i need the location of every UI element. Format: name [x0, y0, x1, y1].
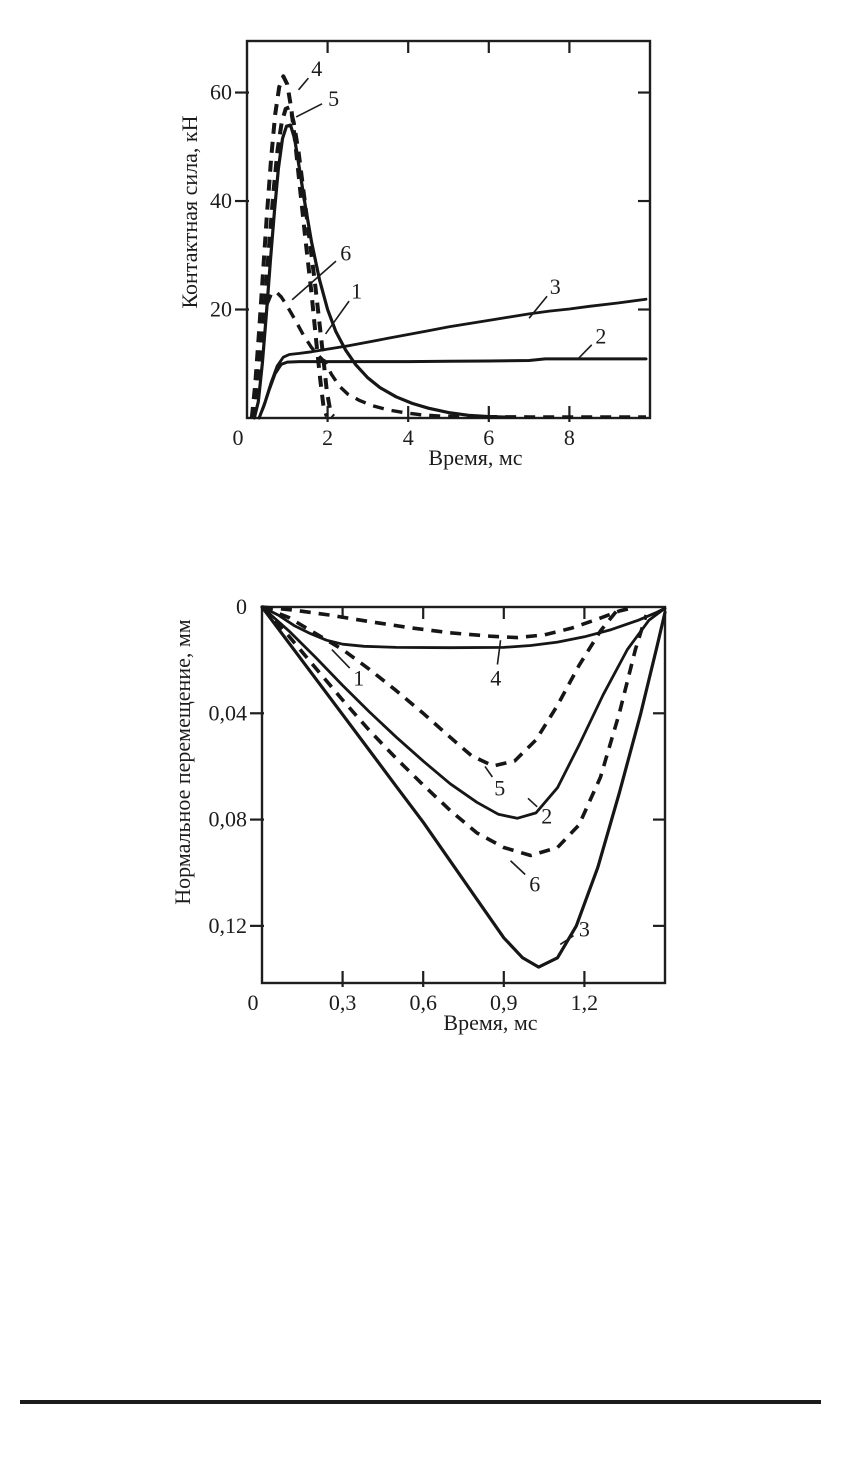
plot-border [245, 39, 652, 420]
curve-label-6: 6 [340, 241, 351, 266]
curve-label-leader [576, 344, 593, 360]
plot-border [260, 605, 667, 985]
x-tick-label: 0 [233, 425, 244, 450]
curve-label-leader [484, 765, 494, 778]
curve-4 [249, 74, 329, 419]
curve-label-4: 4 [311, 56, 322, 81]
x-tick-label: 8 [564, 425, 575, 450]
curve-3 [260, 605, 667, 969]
curve-label-5: 5 [328, 86, 339, 111]
curve-label-leader [324, 300, 350, 335]
curve-label-leader [559, 935, 574, 946]
curve-label-leader [496, 640, 502, 665]
x-axis-title: Время, мс [443, 1010, 537, 1035]
y-tick-label: 60 [210, 80, 232, 105]
page-footer-rule [20, 1400, 821, 1404]
curve-label-leader [291, 260, 337, 301]
curve-label-6: 6 [529, 871, 540, 896]
curve-label-4: 4 [490, 665, 501, 690]
curve-1 [260, 605, 667, 650]
x-tick-label: 0,6 [409, 990, 437, 1015]
curve-label-leader [528, 295, 548, 319]
x-tick-label: 6 [483, 425, 494, 450]
x-tick-label: 0,9 [490, 990, 518, 1015]
curve-label-leader [297, 77, 309, 91]
curve-2 [260, 605, 667, 820]
curve-label-1: 1 [353, 665, 364, 690]
y-tick-label: 0,04 [209, 700, 248, 725]
y-tick-label: 0 [236, 594, 247, 619]
y-axis-title: Нормальное перемещение, мм [170, 619, 195, 905]
curve-5 [251, 105, 335, 419]
x-tick-label: 0 [248, 990, 259, 1015]
displacement-time-chart: 0 0,3 0,6 0,9 1,2 0 0,04 0,08 0,12 Время, мс Норма… [170, 594, 667, 1035]
curve-5 [261, 605, 628, 768]
y-tick-label: 40 [210, 188, 232, 213]
curve-label-5: 5 [494, 776, 505, 801]
curve-label-2: 2 [541, 804, 552, 829]
x-axis-title: Время, мс [428, 445, 522, 470]
curve-label-leader [295, 103, 323, 118]
curve-label-3: 3 [579, 917, 590, 942]
curve-label-3: 3 [550, 274, 561, 299]
curve-label-leader [509, 860, 526, 876]
y-tick-label: 0,12 [209, 913, 248, 938]
curve-3 [257, 297, 648, 420]
curve-6 [260, 605, 648, 858]
curve-label-1: 1 [351, 279, 362, 304]
curve-1 [252, 123, 511, 420]
curve-label-leader [331, 648, 351, 669]
curve-4 [261, 605, 634, 640]
y-tick-label: 20 [210, 297, 232, 322]
y-axis-title: Контактная сила, кН [177, 115, 202, 308]
x-tick-label: 0,3 [329, 990, 357, 1015]
curve-label-2: 2 [595, 324, 606, 349]
curve-6 [250, 289, 646, 419]
curve-label-leader [527, 797, 538, 808]
x-tick-label: 1,2 [571, 990, 599, 1015]
x-tick-label: 4 [403, 425, 414, 450]
x-tick-label: 2 [322, 425, 333, 450]
y-tick-label: 0,08 [209, 807, 248, 832]
force-time-chart: 0 2 4 6 8 20 40 60 Время, мс Контактная сила, кН 4… [177, 39, 652, 470]
